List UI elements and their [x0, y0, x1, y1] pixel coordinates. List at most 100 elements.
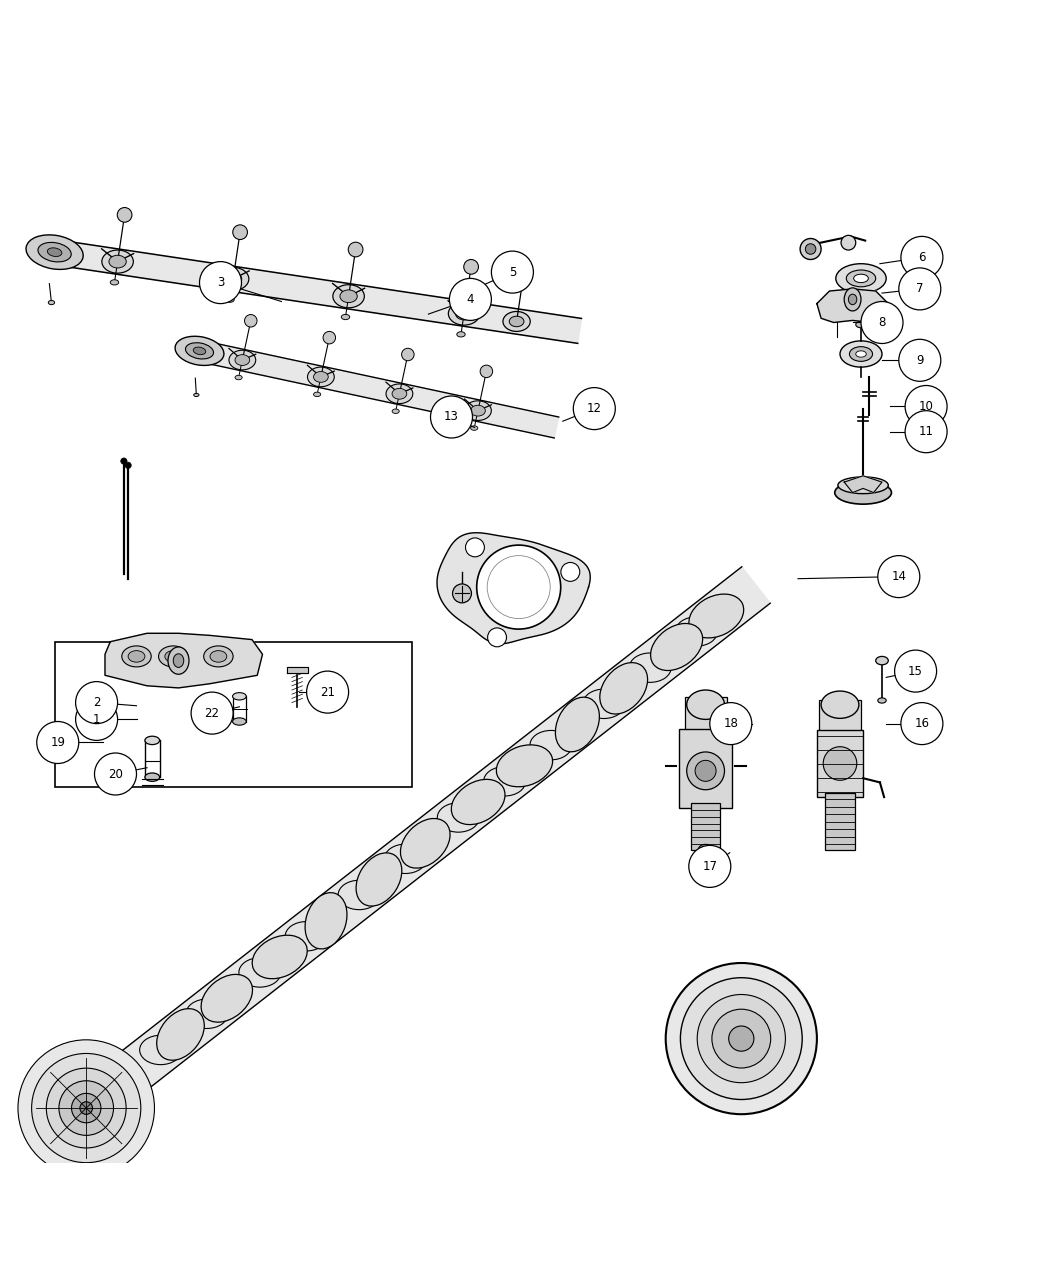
Ellipse shape [600, 663, 648, 714]
Ellipse shape [849, 347, 873, 361]
Ellipse shape [689, 594, 743, 638]
Circle shape [245, 315, 257, 326]
Text: 1: 1 [92, 713, 101, 725]
Ellipse shape [846, 270, 876, 287]
Circle shape [76, 682, 118, 724]
Ellipse shape [583, 688, 625, 719]
Ellipse shape [878, 697, 886, 703]
Ellipse shape [186, 1000, 228, 1029]
Ellipse shape [38, 242, 71, 261]
Circle shape [899, 268, 941, 310]
Bar [691, 803, 720, 849]
Ellipse shape [110, 279, 119, 286]
Circle shape [666, 963, 817, 1114]
Text: 8: 8 [878, 316, 886, 329]
Ellipse shape [122, 646, 151, 667]
Ellipse shape [835, 481, 891, 504]
Ellipse shape [836, 264, 886, 293]
Text: 20: 20 [108, 768, 123, 780]
Ellipse shape [651, 623, 702, 671]
Text: 5: 5 [508, 265, 517, 279]
Ellipse shape [109, 255, 126, 268]
Circle shape [118, 208, 132, 222]
Ellipse shape [470, 426, 478, 431]
Ellipse shape [26, 235, 83, 269]
Ellipse shape [470, 405, 485, 416]
Ellipse shape [386, 384, 413, 404]
Ellipse shape [235, 354, 250, 366]
Text: 9: 9 [916, 353, 924, 367]
Ellipse shape [437, 803, 479, 833]
Circle shape [349, 242, 363, 256]
Circle shape [200, 261, 242, 303]
Ellipse shape [186, 343, 213, 360]
Ellipse shape [856, 351, 866, 357]
Circle shape [401, 348, 414, 361]
Text: 16: 16 [915, 717, 929, 731]
Circle shape [697, 994, 785, 1082]
Ellipse shape [856, 321, 866, 328]
Text: 21: 21 [320, 686, 335, 699]
Circle shape [823, 747, 857, 780]
Circle shape [233, 224, 248, 240]
Ellipse shape [838, 477, 888, 493]
Bar [825, 793, 855, 849]
Circle shape [800, 238, 821, 260]
Circle shape [905, 385, 947, 427]
Polygon shape [844, 476, 882, 492]
Ellipse shape [456, 307, 472, 320]
Text: 12: 12 [587, 402, 602, 416]
Ellipse shape [844, 288, 861, 311]
Circle shape [878, 556, 920, 598]
Ellipse shape [226, 297, 234, 302]
Ellipse shape [503, 311, 530, 332]
Bar [819, 700, 861, 734]
Circle shape [80, 1102, 92, 1114]
Text: 15: 15 [908, 664, 923, 677]
Polygon shape [52, 240, 582, 343]
Ellipse shape [452, 779, 505, 825]
Ellipse shape [314, 393, 320, 397]
Circle shape [191, 692, 233, 734]
Ellipse shape [159, 646, 188, 667]
Text: 10: 10 [919, 400, 933, 413]
Circle shape [895, 650, 937, 692]
Circle shape [18, 1040, 154, 1177]
Circle shape [712, 1010, 771, 1068]
Ellipse shape [448, 302, 480, 325]
Ellipse shape [497, 745, 552, 787]
Circle shape [465, 538, 484, 557]
Circle shape [687, 752, 724, 789]
Ellipse shape [102, 250, 133, 273]
Polygon shape [287, 667, 308, 673]
Circle shape [307, 671, 349, 713]
Circle shape [477, 546, 561, 629]
Circle shape [805, 244, 816, 254]
Ellipse shape [225, 273, 242, 286]
Circle shape [480, 365, 492, 377]
Ellipse shape [821, 691, 859, 718]
Ellipse shape [210, 650, 227, 662]
Ellipse shape [457, 332, 465, 337]
Text: 6: 6 [918, 251, 926, 264]
Ellipse shape [193, 347, 206, 354]
Circle shape [76, 699, 118, 741]
Text: 2: 2 [92, 696, 101, 709]
Circle shape [689, 845, 731, 887]
Circle shape [695, 760, 716, 782]
Text: 7: 7 [916, 282, 924, 296]
Circle shape [901, 703, 943, 745]
Circle shape [453, 584, 471, 603]
Circle shape [901, 236, 943, 278]
Circle shape [729, 1026, 754, 1051]
Ellipse shape [509, 316, 524, 326]
Text: 19: 19 [50, 736, 65, 748]
Ellipse shape [168, 646, 189, 674]
Ellipse shape [854, 274, 868, 283]
Text: 14: 14 [891, 570, 906, 583]
Circle shape [491, 251, 533, 293]
Ellipse shape [202, 974, 252, 1023]
Ellipse shape [464, 400, 491, 421]
Circle shape [861, 301, 903, 343]
Ellipse shape [193, 394, 200, 397]
